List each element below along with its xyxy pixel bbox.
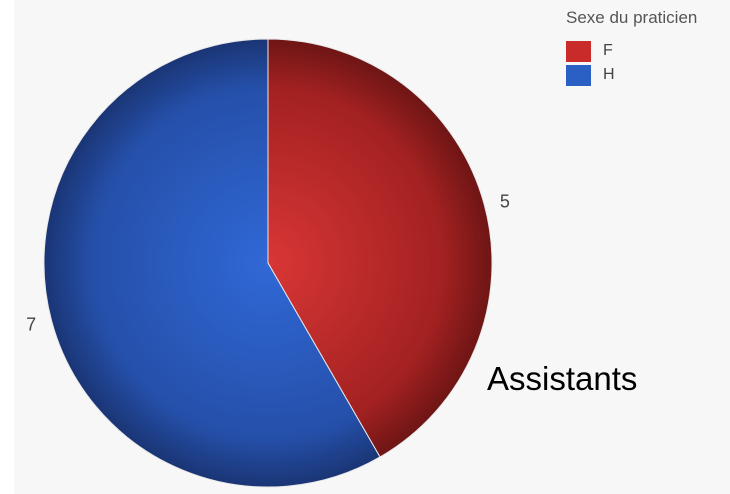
legend-title: Sexe du praticien [566,8,698,27]
pie-slice-f[interactable] [267,38,493,458]
legend-swatch-f [566,40,591,62]
pie-data-label-h: 7 [26,315,36,335]
pie-data-label-f: 5 [500,191,510,211]
pie-labels: 57 [26,191,510,334]
pie-slice-h[interactable] [43,38,381,488]
pie-slices [43,38,493,488]
legend-label-h: H [603,66,615,83]
legend-item-f[interactable]: F [566,40,613,62]
chart-caption: Assistants [487,360,638,397]
legend-swatch-h [566,64,591,86]
legend-item-h[interactable]: H [566,64,615,86]
legend-label-f: F [603,42,613,59]
